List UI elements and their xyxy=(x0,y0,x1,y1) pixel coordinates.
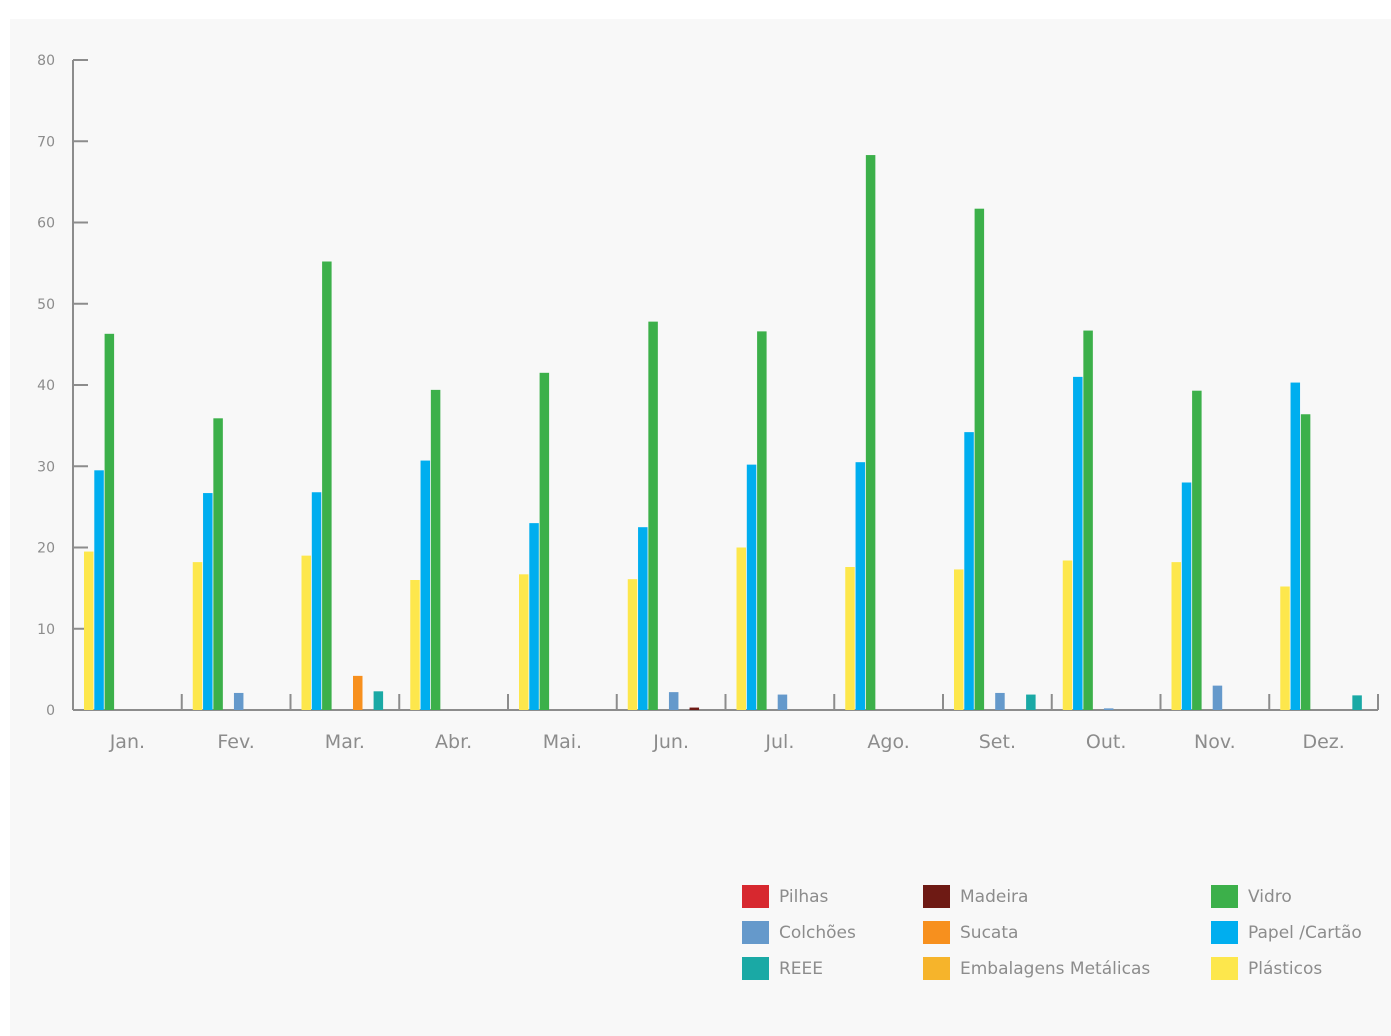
y-tick-label: 70 xyxy=(37,134,55,150)
x-category-label: Set. xyxy=(979,731,1016,753)
bar-vidro-10 xyxy=(1192,390,1202,710)
bar-colch-es-1 xyxy=(233,692,244,710)
bar-colch-es-8 xyxy=(995,692,1005,710)
x-category-label: Abr. xyxy=(435,731,472,753)
x-category-label: Nov. xyxy=(1194,731,1236,753)
bar-pl-sticos-2 xyxy=(301,555,311,710)
bar-colch-es-5 xyxy=(668,692,679,710)
y-tick-label: 40 xyxy=(37,378,55,394)
y-tick-label: 60 xyxy=(37,216,55,232)
bar-pl-sticos-3 xyxy=(410,580,420,710)
bar-vidro-6 xyxy=(757,331,767,710)
bar-vidro-2 xyxy=(322,261,332,710)
x-category-label: Dez. xyxy=(1302,731,1344,753)
y-tick-label: 80 xyxy=(37,53,55,69)
bar-papel-cart-o-10 xyxy=(1181,482,1192,710)
bar-papel-cart-o-7 xyxy=(855,462,866,710)
bar-colch-es-6 xyxy=(777,694,788,710)
bar-papel-cart-o-3 xyxy=(420,460,431,710)
bar-papel-cart-o-8 xyxy=(964,432,974,710)
x-category-label: Jan. xyxy=(109,731,145,753)
x-category-label: Ago. xyxy=(867,731,909,753)
x-category-label: Mar. xyxy=(325,731,365,753)
bar-pl-sticos-8 xyxy=(954,569,964,710)
bar-sucata-2 xyxy=(353,675,363,710)
bar-madeira-5 xyxy=(689,707,700,710)
bar-reee-8 xyxy=(1026,694,1036,710)
bar-pl-sticos-0 xyxy=(84,551,94,710)
x-category-label: Mai. xyxy=(543,731,582,753)
bar-reee-11 xyxy=(1352,695,1362,710)
bar-papel-cart-o-2 xyxy=(311,492,322,710)
bar-reee-2 xyxy=(373,691,384,710)
bar-vidro-9 xyxy=(1083,330,1093,710)
bars-layer xyxy=(84,155,1362,710)
x-category-label: Jul. xyxy=(764,731,794,753)
bar-vidro-3 xyxy=(430,389,441,710)
y-tick-label: 10 xyxy=(37,622,55,638)
bar-pl-sticos-1 xyxy=(192,562,203,710)
x-category-label: Fev. xyxy=(217,731,254,753)
bar-papel-cart-o-0 xyxy=(94,470,104,710)
bar-pl-sticos-11 xyxy=(1280,586,1290,710)
y-tick-label: 50 xyxy=(37,297,55,313)
bar-papel-cart-o-6 xyxy=(746,464,757,710)
y-tick-label: 20 xyxy=(37,541,55,557)
bar-vidro-5 xyxy=(648,321,658,710)
bar-colch-es-10 xyxy=(1212,685,1223,710)
y-tick-label: 0 xyxy=(46,703,55,719)
bar-colch-es-9 xyxy=(1103,708,1114,710)
bar-papel-cart-o-11 xyxy=(1290,382,1301,710)
bar-pl-sticos-9 xyxy=(1062,560,1073,710)
bar-pl-sticos-6 xyxy=(736,547,746,710)
y-tick-label: 30 xyxy=(37,459,55,475)
bar-pl-sticos-10 xyxy=(1171,562,1181,710)
bar-papel-cart-o-4 xyxy=(529,523,539,710)
axis-layer xyxy=(72,59,1379,711)
bar-vidro-11 xyxy=(1300,414,1311,710)
bar-papel-cart-o-9 xyxy=(1073,376,1083,710)
bar-pl-sticos-7 xyxy=(845,567,855,710)
chart-panel xyxy=(10,19,1391,1036)
labels-layer: 0 10 20 30 40 50 60 70 80 Jan. Fev. Mar. Abr. Mai. Jun… xyxy=(37,53,1345,753)
bar-vidro-0 xyxy=(104,333,115,710)
bar-vidro-4 xyxy=(539,372,550,710)
bar-vidro-8 xyxy=(974,208,985,710)
bar-papel-cart-o-1 xyxy=(203,493,213,710)
bar-vidro-7 xyxy=(865,155,876,710)
bar-papel-cart-o-5 xyxy=(638,527,648,710)
bar-vidro-1 xyxy=(213,418,223,710)
bar-pl-sticos-5 xyxy=(627,579,638,710)
x-category-label: Jun. xyxy=(652,731,689,753)
bar-pl-sticos-4 xyxy=(519,574,529,710)
x-category-label: Out. xyxy=(1086,731,1127,753)
